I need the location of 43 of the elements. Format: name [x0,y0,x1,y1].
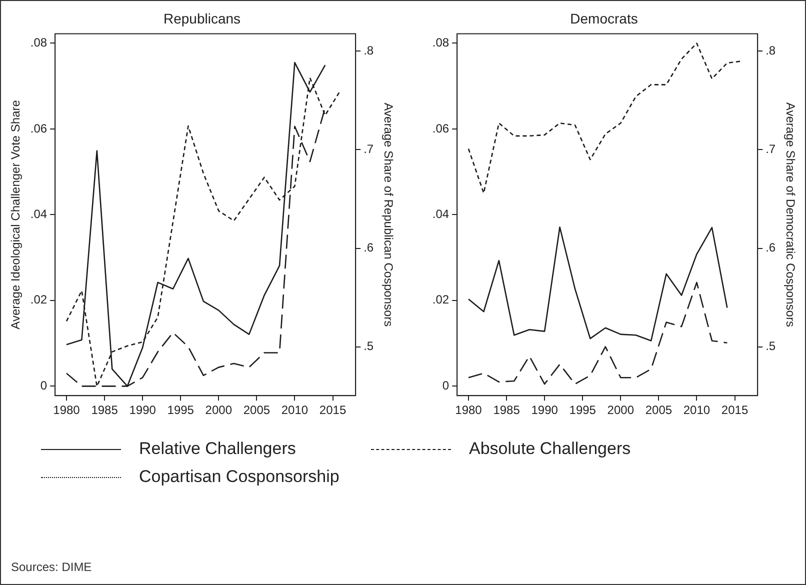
x-tick-label: 2000 [607,403,634,418]
x-tick-label: 2015 [721,403,748,418]
y2-tick-label: .6 [364,240,374,255]
y2-tick-label: .8 [364,43,374,58]
y-tick-label: 0 [442,378,450,392]
y-tick-label: .02 [30,292,48,307]
y-tick-label: .06 [30,121,48,136]
x-tick-label: 1985 [91,403,118,418]
y-tick-label: .04 [30,207,48,222]
y-axis-title: Average Ideological Challenger Vote Share [8,100,23,330]
y-tick-label: .04 [432,207,450,222]
y2-axis-title: Average Share of Democratic Cosponsors [783,102,798,327]
y2-tick-label: .5 [766,339,776,354]
x-tick-label: 1990 [129,403,156,418]
chart-title: Republicans [163,10,241,26]
x-tick-label: 2010 [683,403,710,418]
y-tick-label: 0 [40,378,48,392]
y2-tick-label: .6 [766,240,776,255]
legend-label: Absolute Challengers [469,439,631,459]
x-tick-label: 1980 [53,403,80,418]
source-note: Sources: DIME [11,560,92,574]
x-tick-label: 1980 [455,403,482,418]
y2-tick-label: .8 [766,43,776,58]
x-tick-label: 1995 [167,403,194,418]
x-tick-label: 2010 [281,403,308,418]
x-tick-label: 1990 [531,403,558,418]
x-tick-label: 2005 [645,403,672,418]
y2-tick-label: .7 [364,142,374,156]
y2-axis-title: Average Share of Republican Cosponsors [381,102,396,327]
x-tick-label: 1995 [569,403,596,418]
x-tick-label: 2005 [243,403,270,418]
x-tick-label: 1985 [493,403,520,418]
x-tick-label: 2000 [205,403,232,418]
y-tick-label: .08 [432,36,450,50]
chart-title: Democrats [570,10,638,26]
x-tick-label: 2015 [319,403,346,418]
legend-label: Copartisan Cosponsorship [139,467,340,487]
y-tick-label: .06 [432,121,450,136]
y2-tick-label: .5 [364,339,374,354]
y-tick-label: .02 [432,292,450,307]
y-tick-label: .08 [30,36,48,50]
y2-tick-label: .7 [766,142,776,156]
legend-label: Relative Challengers [139,439,296,459]
